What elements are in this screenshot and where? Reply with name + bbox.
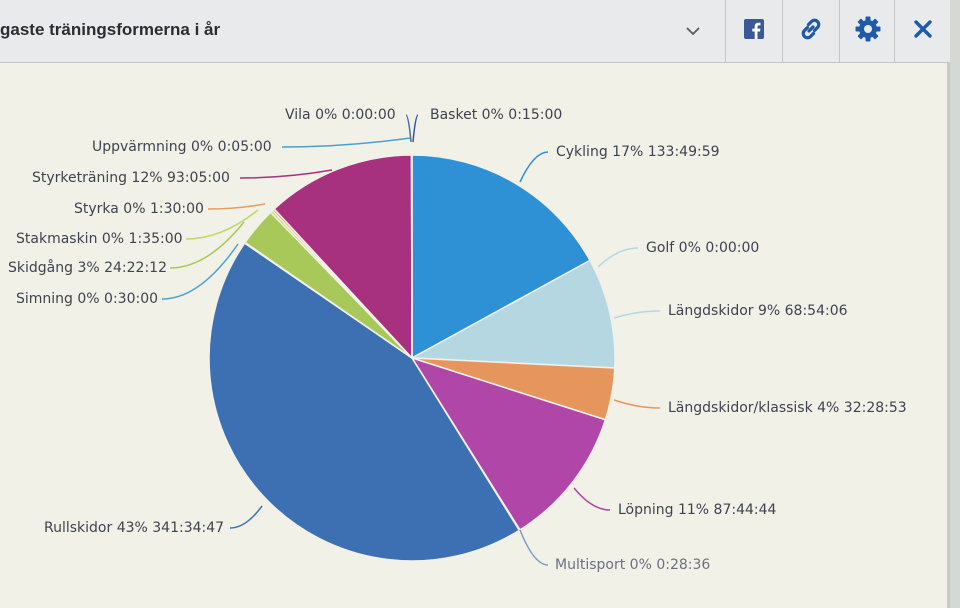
slice-label: Vila 0% 0:00:00 <box>285 107 396 123</box>
slice-label: Multisport 0% 0:28:36 <box>555 557 710 573</box>
slice-label: Skidgång 3% 24:22:12 <box>8 259 167 276</box>
connector-line <box>229 505 263 529</box>
slice-label: Rullskidor 43% 341:34:47 <box>44 520 224 536</box>
facebook-share-button[interactable] <box>725 0 782 62</box>
connector-line <box>207 203 266 210</box>
slice-label: Cykling 17% 133:49:59 <box>556 144 720 160</box>
connector-line <box>597 247 639 268</box>
connector-line <box>412 114 419 143</box>
widget-title: gaste träningsformerna i år <box>0 20 221 39</box>
pie-slice[interactable] <box>411 154 592 360</box>
slice-label: Golf 0% 0:00:00 <box>646 240 759 256</box>
pie-chart-area: Cykling 17% 133:49:59 Golf 0% 0:00:00 Läng… <box>0 62 950 608</box>
connector-line <box>405 114 412 143</box>
slice-label: Uppvärmning 0% 0:05:00 <box>92 139 272 155</box>
pie-chart: Cykling 17% 133:49:59 Golf 0% 0:00:00 Läng… <box>8 107 907 573</box>
slice-label: Basket 0% 0:15:00 <box>430 107 562 123</box>
connector-line <box>573 487 611 511</box>
link-button[interactable] <box>782 0 839 62</box>
slice-label: Löpning 11% 87:44:44 <box>618 502 777 518</box>
connector-line <box>239 169 333 179</box>
close-button[interactable] <box>894 0 951 62</box>
pie-slice[interactable] <box>208 242 521 562</box>
settings-button[interactable] <box>839 0 896 62</box>
connector-line <box>161 243 239 300</box>
connector-line <box>185 209 259 240</box>
pie-slice[interactable] <box>410 356 607 531</box>
slice-label: Stakmaskin 0% 1:35:00 <box>16 231 183 247</box>
slice-label: Simning 0% 0:30:00 <box>16 291 158 307</box>
link-icon <box>796 14 826 49</box>
gear-icon <box>853 14 883 49</box>
slice-label: Längdskidor/klassisk 4% 32:28:53 <box>668 400 907 416</box>
slice-label: Styrketräning 12% 93:05:00 <box>32 170 230 186</box>
connector-line <box>519 151 549 183</box>
widget-header: gaste träningsformerna i år <box>0 0 950 63</box>
connector-line <box>281 137 411 148</box>
connector-line <box>519 529 549 566</box>
facebook-icon <box>743 18 765 45</box>
close-icon <box>913 19 933 44</box>
pie-slice[interactable] <box>273 154 413 360</box>
chevron-down-icon[interactable] <box>680 18 706 44</box>
connector-line <box>613 399 661 409</box>
slice-label: Styrka 0% 1:30:00 <box>74 201 204 217</box>
slice-label: Längdskidor 9% 68:54:06 <box>668 303 848 319</box>
pie-slice[interactable] <box>409 259 616 369</box>
connector-line <box>613 310 661 319</box>
connector-line <box>169 221 245 269</box>
